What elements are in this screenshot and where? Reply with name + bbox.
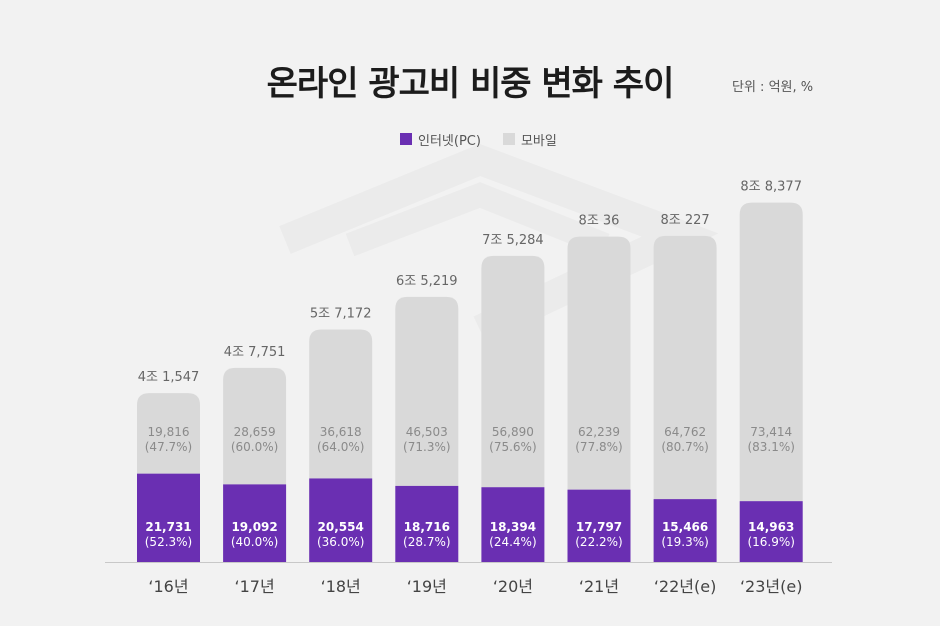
- pc-share-label-2: (36.0%): [317, 535, 364, 549]
- pc-value-label-1: 19,092: [231, 520, 277, 534]
- chart-title: 온라인 광고비 비중 변화 추이: [266, 64, 675, 104]
- total-label-2: 5조 7,172: [310, 307, 372, 322]
- legend: 인터넷(PC) 모바일: [400, 130, 557, 149]
- pc-share-label-5: (22.2%): [575, 535, 622, 549]
- x-tick-label-5: ‘21년: [579, 577, 619, 596]
- mobile-share-label-7: (83.1%): [747, 440, 794, 454]
- mobile-value-label-6: 64,762: [664, 425, 706, 439]
- mobile-share-label-4: (75.6%): [489, 440, 536, 454]
- x-tick-label-4: ‘20년: [493, 577, 533, 596]
- pc-value-label-5: 17,797: [576, 520, 622, 534]
- legend-swatch-mobile: [502, 133, 515, 145]
- mobile-share-label-0: (47.7%): [145, 440, 192, 454]
- mobile-share-label-5: (77.8%): [575, 440, 622, 454]
- mobile-share-label-2: (64.0%): [317, 440, 364, 454]
- x-tick-label-7: ‘23년(e): [740, 577, 803, 596]
- legend-item-pc: 인터넷(PC): [400, 130, 481, 149]
- bar-mobile-7: [739, 202, 803, 502]
- mobile-value-label-5: 62,239: [578, 425, 620, 439]
- bar-mobile-6: [653, 235, 717, 500]
- mobile-share-label-3: (71.3%): [403, 440, 450, 454]
- bar-pc-5: [567, 489, 631, 562]
- bar-pc-2: [309, 478, 373, 562]
- legend-label-pc: 인터넷(PC): [418, 133, 481, 149]
- bar-pc-1: [223, 484, 287, 562]
- mobile-value-label-3: 46,503: [406, 425, 448, 439]
- bar-mobile-1: [223, 367, 287, 485]
- unit-label: 단위 : 억원, %: [732, 80, 814, 95]
- total-label-3: 6조 5,219: [396, 274, 458, 289]
- x-tick-label-0: ‘16년: [148, 577, 188, 596]
- legend-swatch-pc: [400, 133, 412, 145]
- x-tick-label-1: ‘17년: [235, 577, 275, 596]
- pc-share-label-1: (40.0%): [231, 535, 278, 549]
- bar-mobile-5: [567, 236, 631, 490]
- pc-share-label-7: (16.9%): [747, 535, 794, 549]
- bar-mobile-3: [395, 296, 459, 486]
- pc-share-label-3: (28.7%): [403, 535, 450, 549]
- pc-value-label-0: 21,731: [145, 520, 191, 534]
- bar-mobile-2: [309, 329, 373, 479]
- mobile-share-label-6: (80.7%): [661, 440, 708, 454]
- pc-share-label-4: (24.4%): [489, 535, 536, 549]
- mobile-share-label-1: (60.0%): [231, 440, 278, 454]
- pc-value-label-4: 18,394: [490, 520, 536, 534]
- pc-value-label-7: 14,963: [748, 520, 794, 534]
- pc-share-label-6: (19.3%): [661, 535, 708, 549]
- bar-pc-0: [137, 473, 200, 562]
- pc-value-label-6: 15,466: [662, 520, 708, 534]
- x-tick-label-2: ‘18년: [321, 577, 361, 596]
- mobile-value-label-4: 56,890: [492, 425, 534, 439]
- legend-label-mobile: 모바일: [520, 133, 557, 149]
- pc-value-label-3: 18,716: [404, 520, 450, 534]
- total-label-5: 8조 36: [579, 214, 620, 229]
- total-label-1: 4조 7,751: [224, 345, 286, 360]
- bar-mobile-0: [137, 393, 200, 474]
- bar-pc-4: [481, 487, 545, 562]
- bar-pc-6: [653, 499, 717, 562]
- total-label-0: 4조 1,547: [138, 370, 200, 385]
- total-label-6: 8조 227: [661, 213, 710, 228]
- mobile-value-label-1: 28,659: [234, 425, 276, 439]
- total-label-7: 8조 8,377: [740, 180, 802, 195]
- pc-share-label-0: (52.3%): [145, 535, 192, 549]
- x-tick-label-3: ‘19년: [407, 577, 447, 596]
- mobile-value-label-2: 36,618: [320, 425, 362, 439]
- mobile-value-label-0: 19,816: [148, 425, 190, 439]
- x-tick-label-6: ‘22년(e): [654, 577, 717, 596]
- pc-value-label-2: 20,554: [318, 520, 364, 534]
- total-label-4: 7조 5,284: [482, 233, 544, 248]
- mobile-value-label-7: 73,414: [750, 425, 792, 439]
- legend-item-mobile: 모바일: [502, 130, 557, 149]
- bar-pc-7: [739, 501, 803, 562]
- bar-mobile-4: [481, 255, 545, 488]
- bar-pc-3: [395, 485, 459, 562]
